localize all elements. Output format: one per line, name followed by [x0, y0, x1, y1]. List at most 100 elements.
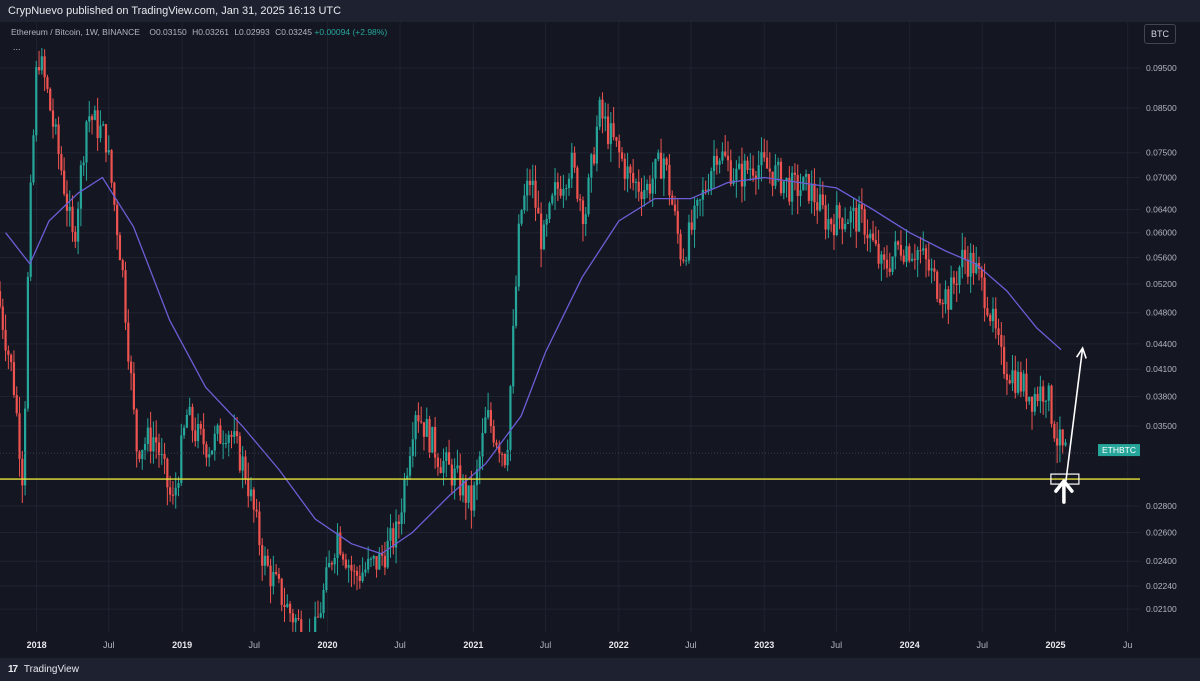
legend-symbol[interactable]: Ethereum / Bitcoin, 1W, BINANCE [11, 27, 140, 37]
y-tick-label: 0.07500 [1146, 148, 1177, 158]
candle-body [701, 189, 704, 200]
candle-body [913, 258, 916, 260]
candle-body [668, 164, 671, 196]
candle-body [598, 99, 601, 127]
candle-body [222, 443, 225, 445]
candle-body [548, 203, 551, 220]
candle-body [540, 213, 543, 250]
candle-body [378, 552, 381, 570]
candle-body [367, 558, 370, 570]
brand-name[interactable]: TradingView [23, 664, 79, 675]
candle-body [922, 248, 925, 251]
candle-body [1, 306, 4, 330]
ma-layer [5, 176, 1062, 555]
candle-body [37, 67, 41, 71]
candle-body [18, 413, 21, 459]
candle-body [224, 442, 228, 444]
candle-body [966, 259, 969, 277]
candle-body [944, 289, 947, 305]
candle-body [883, 254, 886, 260]
candle-body [1030, 396, 1034, 412]
candle-body [997, 328, 1000, 335]
y-tick-label: 0.04800 [1146, 308, 1177, 318]
y-tick-label: 0.02100 [1146, 604, 1177, 614]
y-tick-label: 0.06000 [1146, 228, 1177, 238]
candle-body [869, 233, 872, 239]
candle-body [57, 124, 60, 154]
x-tick-label: 2024 [900, 640, 920, 650]
candle-body [763, 152, 766, 158]
candle-body [551, 195, 554, 204]
candle-body [124, 270, 127, 323]
candle-body [947, 289, 950, 310]
candle-body [436, 457, 440, 468]
candle-body [791, 172, 794, 202]
candle-body [1028, 396, 1031, 402]
candle-body [196, 424, 200, 442]
candle-body [687, 222, 691, 261]
candle-body [202, 428, 205, 445]
candle-body [325, 567, 328, 591]
candle-body [1064, 442, 1067, 446]
candle-body [590, 154, 593, 178]
candles-layer [0, 47, 1067, 658]
candle-body [141, 450, 144, 459]
candle-body [129, 361, 133, 374]
candle-body [445, 452, 448, 461]
chart-legend[interactable]: Ethereum / Bitcoin, 1W, BINANCE O0.03150… [11, 27, 387, 37]
currency-button[interactable]: BTC [1144, 24, 1176, 44]
tradingview-logo-icon[interactable]: 17 [8, 664, 18, 675]
candle-body [816, 202, 819, 211]
candle-body [754, 175, 757, 179]
y-tick-label: 0.03800 [1146, 391, 1177, 401]
candle-body [495, 442, 498, 446]
candle-body [227, 434, 230, 443]
candle-body [88, 116, 91, 122]
candle-body [855, 207, 858, 232]
candle-body [358, 575, 361, 581]
y-tick-label: 0.09500 [1146, 63, 1177, 73]
candle-body [556, 182, 559, 189]
y-tick-label: 0.08500 [1146, 103, 1177, 113]
candle-body [676, 211, 679, 234]
symbol-tag-label: ETHBTC [1102, 445, 1136, 455]
candle-body [96, 110, 99, 139]
candle-body [671, 195, 674, 205]
candle-body [818, 194, 822, 211]
legend-more-button[interactable]: ... [13, 42, 21, 52]
candle-body [648, 183, 651, 194]
candle-body [417, 415, 420, 422]
candle-body [1050, 385, 1053, 424]
candle-body [531, 180, 534, 185]
candle-body [1011, 370, 1014, 384]
x-tick-label: 2018 [27, 640, 47, 650]
axis-layer: 0.09500 0.08500 0.07500 0.07000 0.06400 0.060… [0, 22, 1200, 658]
candle-body [252, 489, 255, 510]
y-tick-label: 0.06400 [1146, 205, 1177, 215]
candle-body [1061, 429, 1064, 446]
candle-body [205, 444, 208, 458]
candle-body [623, 158, 626, 179]
candle-body [434, 426, 437, 458]
candle-body [372, 556, 375, 559]
candle-body [82, 162, 85, 166]
candle-body [715, 155, 718, 165]
candle-body [32, 135, 35, 183]
candle-body [7, 350, 10, 355]
candle-body [263, 555, 267, 566]
candle-body [15, 394, 18, 414]
candle-body [210, 450, 214, 455]
candle-body [860, 204, 863, 210]
candle-body [155, 437, 158, 443]
candle-body [475, 469, 479, 486]
legend-low: L0.02993 [234, 27, 270, 37]
candle-body [104, 124, 108, 153]
candle-body [877, 243, 880, 264]
candle-body [989, 315, 992, 322]
candle-body [537, 207, 540, 214]
candle-body [286, 603, 289, 608]
candle-body [406, 475, 409, 480]
candle-body [757, 165, 760, 179]
